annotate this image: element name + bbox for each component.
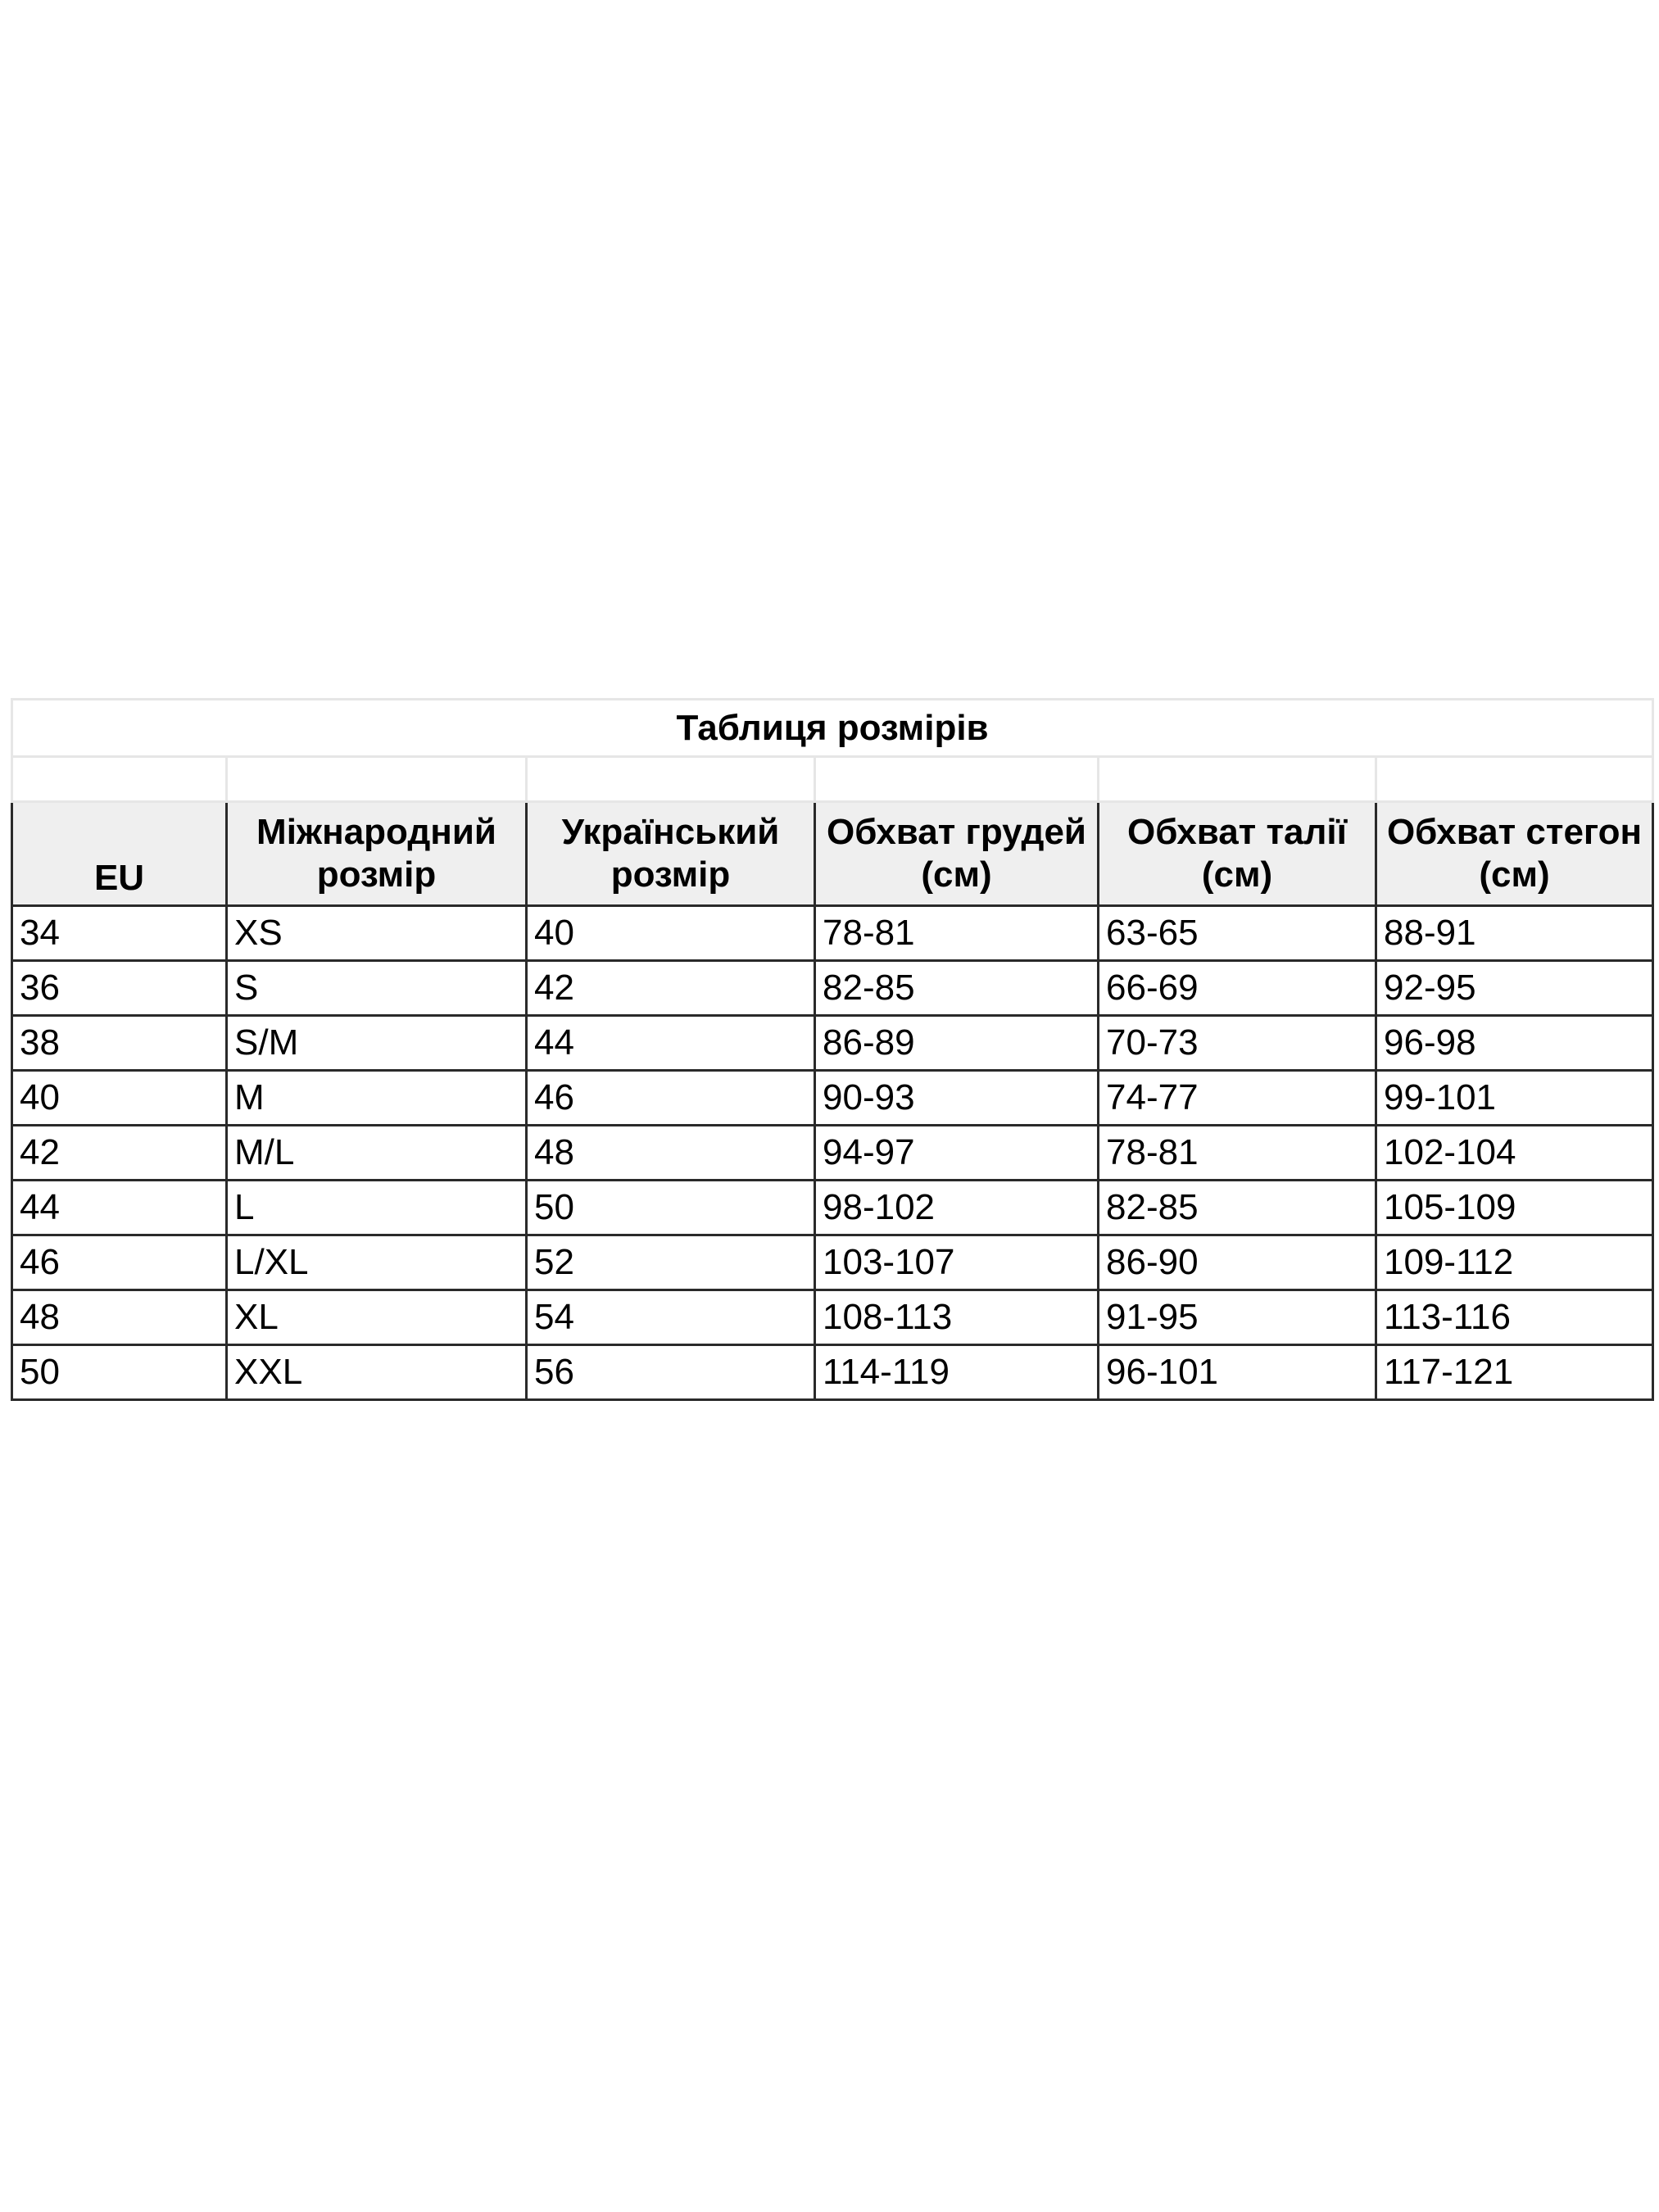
cell-chest: 103-107 bbox=[814, 1234, 1099, 1291]
cell-hips: 105-109 bbox=[1374, 1179, 1655, 1236]
table-row: 42 M/L 48 94-97 78-81 102-104 bbox=[11, 1124, 1655, 1181]
cell-waist: 82-85 bbox=[1097, 1179, 1377, 1236]
header-waist: Обхват талії (см) bbox=[1097, 800, 1377, 907]
cell-ukrainian: 40 bbox=[525, 904, 816, 962]
cell-ukrainian: 56 bbox=[525, 1344, 816, 1401]
cell-ukrainian: 48 bbox=[525, 1124, 816, 1181]
cell-chest: 86-89 bbox=[814, 1014, 1099, 1072]
header-international-size: Міжнародний розмір bbox=[225, 800, 528, 907]
cell-chest: 98-102 bbox=[814, 1179, 1099, 1236]
cell-eu: 48 bbox=[11, 1289, 228, 1346]
cell-international: L bbox=[225, 1179, 528, 1236]
cell-ukrainian: 46 bbox=[525, 1069, 816, 1126]
cell-international: M bbox=[225, 1069, 528, 1126]
cell-chest: 90-93 bbox=[814, 1069, 1099, 1126]
empty-cell bbox=[225, 755, 528, 803]
table-row: 46 L/XL 52 103-107 86-90 109-112 bbox=[11, 1234, 1655, 1291]
cell-international: S bbox=[225, 959, 528, 1017]
cell-ukrainian: 50 bbox=[525, 1179, 816, 1236]
cell-waist: 91-95 bbox=[1097, 1289, 1377, 1346]
cell-waist: 63-65 bbox=[1097, 904, 1377, 962]
table-row: 50 XXL 56 114-119 96-101 117-121 bbox=[11, 1344, 1655, 1401]
cell-hips: 109-112 bbox=[1374, 1234, 1655, 1291]
empty-cell bbox=[1097, 755, 1377, 803]
cell-chest: 94-97 bbox=[814, 1124, 1099, 1181]
cell-hips: 88-91 bbox=[1374, 904, 1655, 962]
cell-chest: 114-119 bbox=[814, 1344, 1099, 1401]
cell-waist: 96-101 bbox=[1097, 1344, 1377, 1401]
title-row: Таблиця розмірів bbox=[10, 698, 1655, 758]
cell-eu: 50 bbox=[11, 1344, 228, 1401]
cell-eu: 38 bbox=[11, 1014, 228, 1072]
table-row: 44 L 50 98-102 82-85 105-109 bbox=[11, 1179, 1655, 1236]
size-chart-table: Таблиця розмірів EU Міжнародний розмір У… bbox=[10, 698, 1655, 1401]
header-hips: Обхват стегон (см) bbox=[1374, 800, 1655, 907]
cell-ukrainian: 42 bbox=[525, 959, 816, 1017]
cell-ukrainian: 44 bbox=[525, 1014, 816, 1072]
cell-hips: 117-121 bbox=[1374, 1344, 1655, 1401]
table-row: 38 S/M 44 86-89 70-73 96-98 bbox=[11, 1014, 1655, 1072]
header-eu: EU bbox=[11, 800, 228, 907]
cell-international: XS bbox=[225, 904, 528, 962]
cell-eu: 40 bbox=[11, 1069, 228, 1126]
header-row: EU Міжнародний розмір Український розмір… bbox=[11, 800, 1655, 907]
cell-hips: 99-101 bbox=[1374, 1069, 1655, 1126]
cell-chest: 108-113 bbox=[814, 1289, 1099, 1346]
cell-ukrainian: 52 bbox=[525, 1234, 816, 1291]
cell-waist: 78-81 bbox=[1097, 1124, 1377, 1181]
empty-cell bbox=[11, 755, 228, 803]
empty-cell bbox=[814, 755, 1099, 803]
table-row: 48 XL 54 108-113 91-95 113-116 bbox=[11, 1289, 1655, 1346]
cell-hips: 92-95 bbox=[1374, 959, 1655, 1017]
cell-international: L/XL bbox=[225, 1234, 528, 1291]
cell-eu: 46 bbox=[11, 1234, 228, 1291]
cell-chest: 82-85 bbox=[814, 959, 1099, 1017]
table-row: 36 S 42 82-85 66-69 92-95 bbox=[11, 959, 1655, 1017]
cell-chest: 78-81 bbox=[814, 904, 1099, 962]
table-row: 34 XS 40 78-81 63-65 88-91 bbox=[11, 904, 1655, 962]
cell-hips: 102-104 bbox=[1374, 1124, 1655, 1181]
cell-eu: 36 bbox=[11, 959, 228, 1017]
header-chest: Обхват грудей (см) bbox=[814, 800, 1099, 907]
cell-hips: 96-98 bbox=[1374, 1014, 1655, 1072]
empty-cell bbox=[1374, 755, 1655, 803]
cell-waist: 66-69 bbox=[1097, 959, 1377, 1017]
cell-eu: 42 bbox=[11, 1124, 228, 1181]
cell-hips: 113-116 bbox=[1374, 1289, 1655, 1346]
empty-cell bbox=[525, 755, 816, 803]
cell-international: XXL bbox=[225, 1344, 528, 1401]
cell-international: XL bbox=[225, 1289, 528, 1346]
cell-ukrainian: 54 bbox=[525, 1289, 816, 1346]
header-ukrainian-size: Український розмір bbox=[525, 800, 816, 907]
cell-eu: 34 bbox=[11, 904, 228, 962]
cell-waist: 86-90 bbox=[1097, 1234, 1377, 1291]
cell-international: M/L bbox=[225, 1124, 528, 1181]
cell-international: S/M bbox=[225, 1014, 528, 1072]
empty-row bbox=[11, 755, 1655, 803]
cell-waist: 70-73 bbox=[1097, 1014, 1377, 1072]
table-title: Таблиця розмірів bbox=[10, 698, 1655, 758]
table-row: 40 M 46 90-93 74-77 99-101 bbox=[11, 1069, 1655, 1126]
cell-waist: 74-77 bbox=[1097, 1069, 1377, 1126]
cell-eu: 44 bbox=[11, 1179, 228, 1236]
